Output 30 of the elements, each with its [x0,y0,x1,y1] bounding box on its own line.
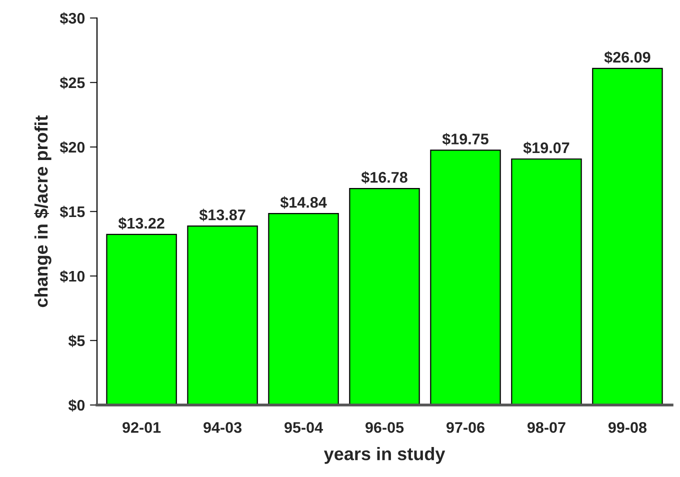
data-label: $26.09 [604,51,650,64]
bar [106,234,177,405]
bar [349,188,420,405]
bar [511,158,582,405]
y-tick-label: $0 [68,399,85,412]
bar [592,68,663,405]
x-tick-label: 97-06 [446,422,484,433]
y-tick-label: $30 [60,12,85,25]
y-tick-label: $25 [60,76,85,90]
y-tick-label: $15 [60,206,85,218]
x-tick-label: 99-08 [608,422,647,433]
y-axis-title: change in $/acre profit [34,115,52,308]
bar [268,213,339,405]
x-tick-label: 95-04 [284,422,323,433]
data-label: $16.78 [361,171,408,184]
y-tick-label: $10 [60,270,85,283]
bar [430,150,501,405]
x-tick-label: 94-03 [204,422,242,433]
data-label: $13.22 [118,217,164,230]
y-tick-label: $5 [68,334,85,348]
data-label: $14.84 [280,196,327,209]
data-label: $13.87 [199,208,246,222]
y-tick-label: $20 [60,141,85,154]
x-tick-label: 96-05 [365,422,404,433]
data-label: $19.07 [523,142,570,154]
data-label: $19.75 [442,132,488,146]
x-axis-title: years in study [324,447,446,464]
x-tick-label: 92-01 [122,422,161,433]
x-tick-label: 98-07 [527,422,566,433]
bar [187,226,258,405]
